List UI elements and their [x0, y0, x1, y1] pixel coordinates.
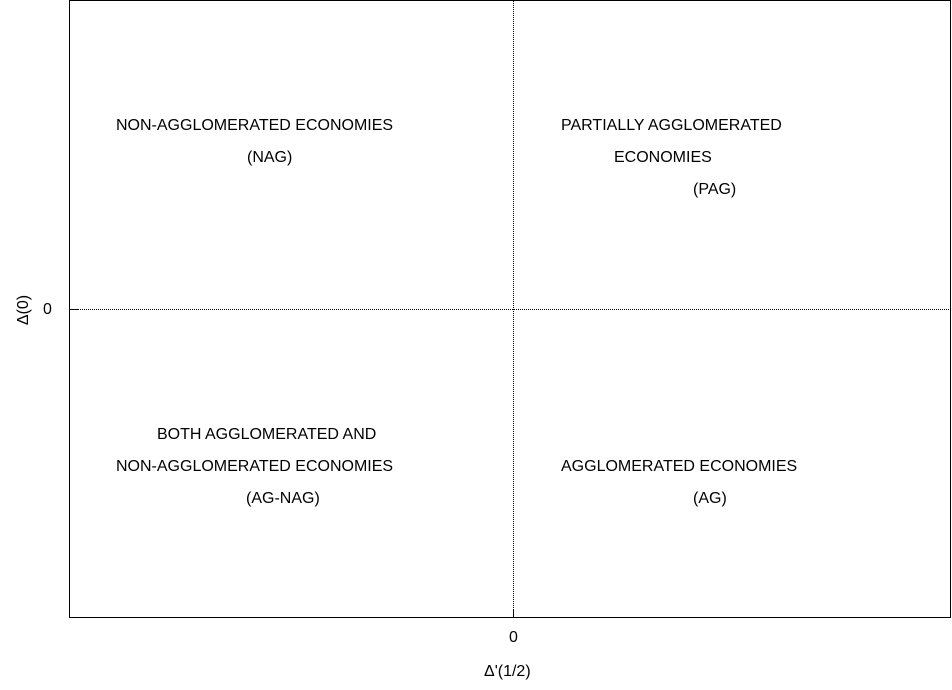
region-ag-nag-line3: (AG-NAG) — [246, 490, 320, 507]
x-tick-mark — [513, 609, 514, 618]
y-axis-label: Δ(0) — [15, 294, 32, 326]
region-ag-line1: AGGLOMERATED ECONOMIES — [561, 458, 798, 475]
region-pag-line2: ECONOMIES — [614, 149, 712, 166]
region-pag-line3: (PAG) — [693, 181, 737, 198]
region-ag-nag-line2: NON-AGGLOMERATED ECONOMIES — [116, 458, 394, 475]
x-tick-label: 0 — [509, 629, 518, 646]
region-ag-nag-line1: BOTH AGGLOMERATED AND — [157, 426, 377, 443]
y-tick-label: 0 — [43, 301, 52, 318]
y-tick-mark — [69, 309, 78, 310]
region-nag-line1: NON-AGGLOMERATED ECONOMIES — [116, 117, 394, 134]
region-ag-line2: (AG) — [693, 490, 727, 507]
region-pag-line1: PARTIALLY AGGLOMERATED — [561, 117, 782, 134]
horizontal-zero-line — [69, 309, 951, 310]
x-axis-label: Δ'(1/2) — [484, 663, 531, 680]
region-nag-line2: (NAG) — [247, 149, 293, 166]
